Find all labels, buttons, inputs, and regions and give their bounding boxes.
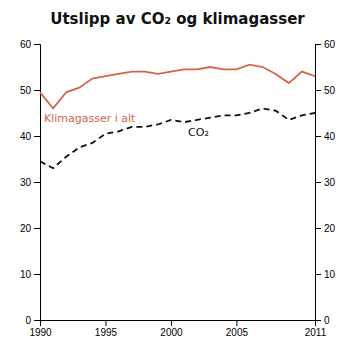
tick-label: 1990 [29, 327, 52, 338]
tick-mark [171, 320, 172, 326]
tick-label: 30 [324, 177, 336, 188]
tick-label: 60 [324, 39, 336, 50]
tick-label: 2005 [226, 327, 249, 338]
tick-mark [315, 90, 321, 91]
tick-mark [315, 182, 321, 183]
tick-label: 2011 [305, 327, 327, 338]
tick-mark [105, 320, 106, 326]
tick: 40 [20, 131, 40, 142]
tick: 10 [315, 269, 336, 280]
y-axis: 0 10 20 30 40 50 60 [20, 39, 41, 326]
tick-label: 20 [324, 223, 336, 234]
x-axis: 1990 1995 2000 2005 2011 [29, 320, 326, 338]
tick: 0 [25, 315, 40, 326]
tick-label: 0 [25, 315, 31, 326]
tick-label: 1995 [95, 327, 118, 338]
series-line [40, 108, 315, 168]
tick-label: 2000 [160, 327, 183, 338]
tick-label: 60 [20, 39, 32, 50]
series-label: Klimagasser i alt [44, 112, 136, 125]
plot-area: 1990199520002005201101020304050600102030… [20, 39, 336, 338]
tick: 0 [315, 315, 330, 326]
tick-label: 30 [20, 177, 32, 188]
tick: 10 [20, 269, 40, 280]
tick-label: 50 [324, 85, 336, 96]
tick-mark [236, 320, 237, 326]
tick-mark [34, 320, 40, 321]
series-line [40, 65, 315, 109]
tick-mark [34, 228, 40, 229]
tick: 50 [20, 85, 40, 96]
tick: 2005 [226, 320, 249, 338]
tick-label: 10 [20, 269, 32, 280]
y-axis-line [34, 45, 41, 321]
tick-mark [315, 136, 321, 137]
tick-mark [34, 44, 40, 45]
y2-axis-line [316, 45, 322, 321]
tick-mark [315, 228, 321, 229]
tick-label: 50 [20, 85, 32, 96]
tick-label: 0 [324, 315, 330, 326]
chart-title: Utslipp av CO₂ og klimagasser [50, 10, 305, 28]
tick-mark [34, 182, 40, 183]
tick-mark [315, 274, 321, 275]
y2-axis: 0 10 20 30 40 50 60 [315, 39, 336, 326]
tick-label: 10 [324, 269, 336, 280]
tick: 30 [315, 177, 336, 188]
series-labels: Klimagasser i alt CO₂ [44, 112, 209, 139]
tick: 20 [315, 223, 336, 234]
tick-mark [315, 44, 321, 45]
tick-mark [315, 320, 321, 321]
lines [40, 65, 315, 169]
tick-mark [34, 136, 40, 137]
tick: 1990 [29, 320, 52, 338]
tick-label: 20 [20, 223, 32, 234]
tick: 1995 [95, 320, 118, 338]
tick: 20 [20, 223, 40, 234]
tick: 30 [20, 177, 40, 188]
tick-mark [34, 90, 40, 91]
tick: 2000 [160, 320, 183, 338]
tick-mark [34, 274, 40, 275]
x-axis-line [41, 321, 316, 327]
tick: 60 [315, 39, 336, 50]
tick: 60 [20, 39, 40, 50]
tick: 50 [315, 85, 336, 96]
tick: 40 [315, 131, 336, 142]
tick-label: 40 [324, 131, 336, 142]
tick-label: 40 [20, 131, 32, 142]
chart-svg: 1990199520002005201101020304050600102030… [0, 0, 355, 350]
chart-container: 1990199520002005201101020304050600102030… [0, 0, 355, 350]
series-label: CO₂ [188, 126, 209, 139]
